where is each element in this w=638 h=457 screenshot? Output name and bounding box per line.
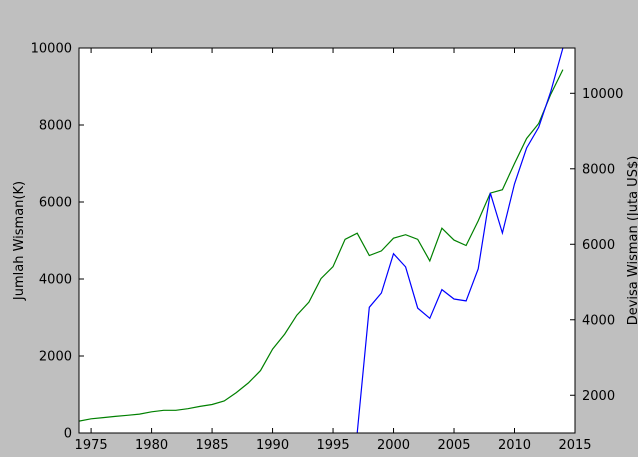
- plot-area: [79, 48, 575, 433]
- series-layer: [79, 48, 564, 433]
- series-line-left-axis: [79, 69, 564, 422]
- left-y-axis-label: Jumlah Wisman(K): [12, 181, 27, 301]
- y-left-tick-label: 6000: [39, 196, 72, 211]
- x-axis: 1975 1980 1985 1990 1995 2000 2005 2010 2015: [75, 48, 592, 453]
- x-tick-label: 1990: [256, 438, 289, 453]
- left-y-axis: 0 2000 4000 6000 8000 10000: [31, 42, 84, 442]
- right-y-axis-label: Devisa Wisman (Juta US$): [626, 156, 638, 326]
- y-left-tick-label: 10000: [31, 42, 72, 57]
- y-right-tick-label: 6000: [582, 238, 615, 253]
- y-right-tick-label: 10000: [582, 87, 623, 102]
- x-tick-label: 2015: [558, 438, 591, 453]
- y-left-tick-label: 8000: [39, 119, 72, 134]
- x-tick-label: 1980: [135, 438, 168, 453]
- x-tick-label: 1985: [196, 438, 229, 453]
- x-tick-label: 2010: [498, 438, 531, 453]
- y-right-tick-label: 4000: [582, 313, 615, 328]
- right-y-axis: 2000 4000 6000 8000 10000: [570, 87, 623, 404]
- x-tick-label: 2000: [377, 438, 410, 453]
- plot-frame: [78, 47, 576, 434]
- x-tick-label: 2005: [437, 438, 470, 453]
- x-tick-label: 1995: [317, 438, 350, 453]
- x-tick-label: 1975: [75, 438, 108, 453]
- y-left-tick-label: 4000: [39, 273, 72, 288]
- y-right-tick-label: 8000: [582, 162, 615, 177]
- series-line-right-axis: [356, 48, 564, 433]
- y-right-tick-label: 2000: [582, 389, 615, 404]
- y-left-tick-label: 2000: [39, 350, 72, 365]
- y-left-tick-label: 0: [64, 427, 72, 442]
